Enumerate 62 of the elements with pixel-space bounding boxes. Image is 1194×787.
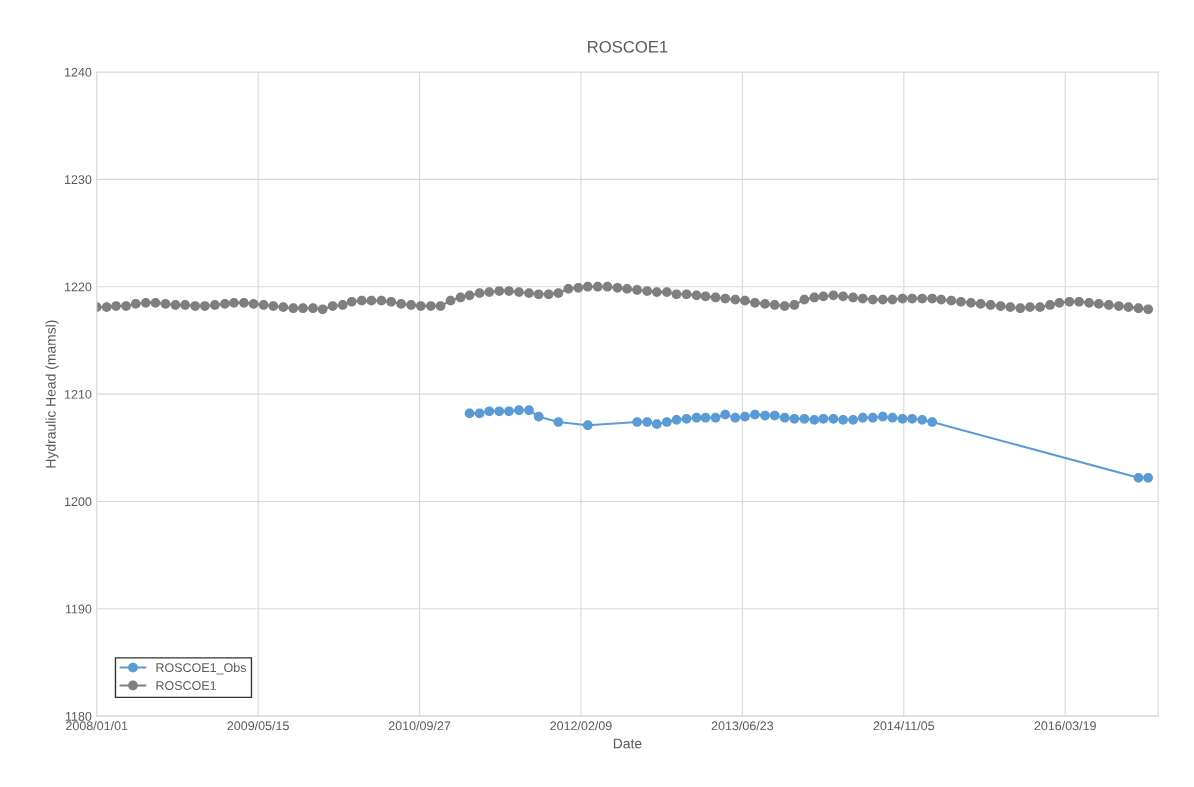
point: [799, 413, 810, 424]
point: [494, 406, 505, 417]
point: [877, 411, 888, 422]
point: [1133, 472, 1144, 483]
point: [533, 411, 544, 422]
x-tick-label: 2012/02/09: [550, 721, 612, 731]
y-tick-label: 1230: [65, 175, 92, 185]
point: [867, 412, 878, 423]
point: [484, 406, 495, 417]
x-tick-label: 2013/06/23: [711, 721, 774, 731]
point: [838, 415, 848, 425]
point: [887, 412, 898, 423]
point: [848, 415, 858, 425]
point: [710, 412, 721, 423]
point: [818, 413, 829, 424]
legend-label: ROSCOE1: [156, 681, 216, 690]
point: [464, 408, 475, 419]
legend-label: ROSCOE1_Obs: [156, 662, 247, 675]
point: [582, 420, 593, 431]
point: [671, 415, 682, 425]
point: [779, 412, 790, 423]
point: [740, 411, 750, 422]
point: [474, 408, 485, 419]
y-tick-label: 1190: [65, 604, 92, 614]
point: [514, 405, 524, 416]
y-axis-title: Hydraulic Head (mamsl): [45, 320, 59, 468]
point: [750, 409, 760, 420]
y-tick-label: 1240: [65, 67, 92, 77]
point: [769, 410, 780, 421]
point: [828, 413, 839, 424]
point: [632, 417, 642, 427]
y-tick-label: 1210: [65, 389, 92, 399]
x-tick-label: 2009/05/15: [227, 721, 289, 731]
point: [642, 417, 652, 427]
point: [661, 417, 672, 427]
x-axis-title: Date: [613, 738, 642, 749]
point: [553, 417, 564, 427]
x-tick-label: 2016/03/19: [1034, 721, 1096, 731]
point: [1143, 472, 1154, 483]
x-tick-label: 2014/11/05: [873, 721, 935, 731]
point: [809, 415, 820, 425]
point: [927, 417, 938, 427]
y-tick-label: 1200: [65, 497, 92, 507]
point: [681, 413, 692, 424]
x-tick-label: 2010/09/27: [388, 721, 451, 731]
point: [691, 412, 702, 423]
point: [907, 413, 918, 424]
point: [700, 412, 711, 423]
point: [897, 413, 908, 424]
point: [730, 412, 741, 423]
point: [524, 405, 534, 416]
point: [857, 412, 868, 423]
point: [651, 419, 662, 430]
point: [760, 410, 770, 421]
y-tick-label: 1220: [65, 282, 92, 292]
chart-title: ROSCOE1: [588, 40, 668, 53]
point: [789, 413, 800, 424]
x-tick-label: 2008/01/01: [66, 721, 128, 731]
y-tick-label: 1180: [65, 711, 92, 721]
point: [917, 415, 928, 425]
point: [504, 406, 514, 417]
point: [720, 409, 731, 420]
